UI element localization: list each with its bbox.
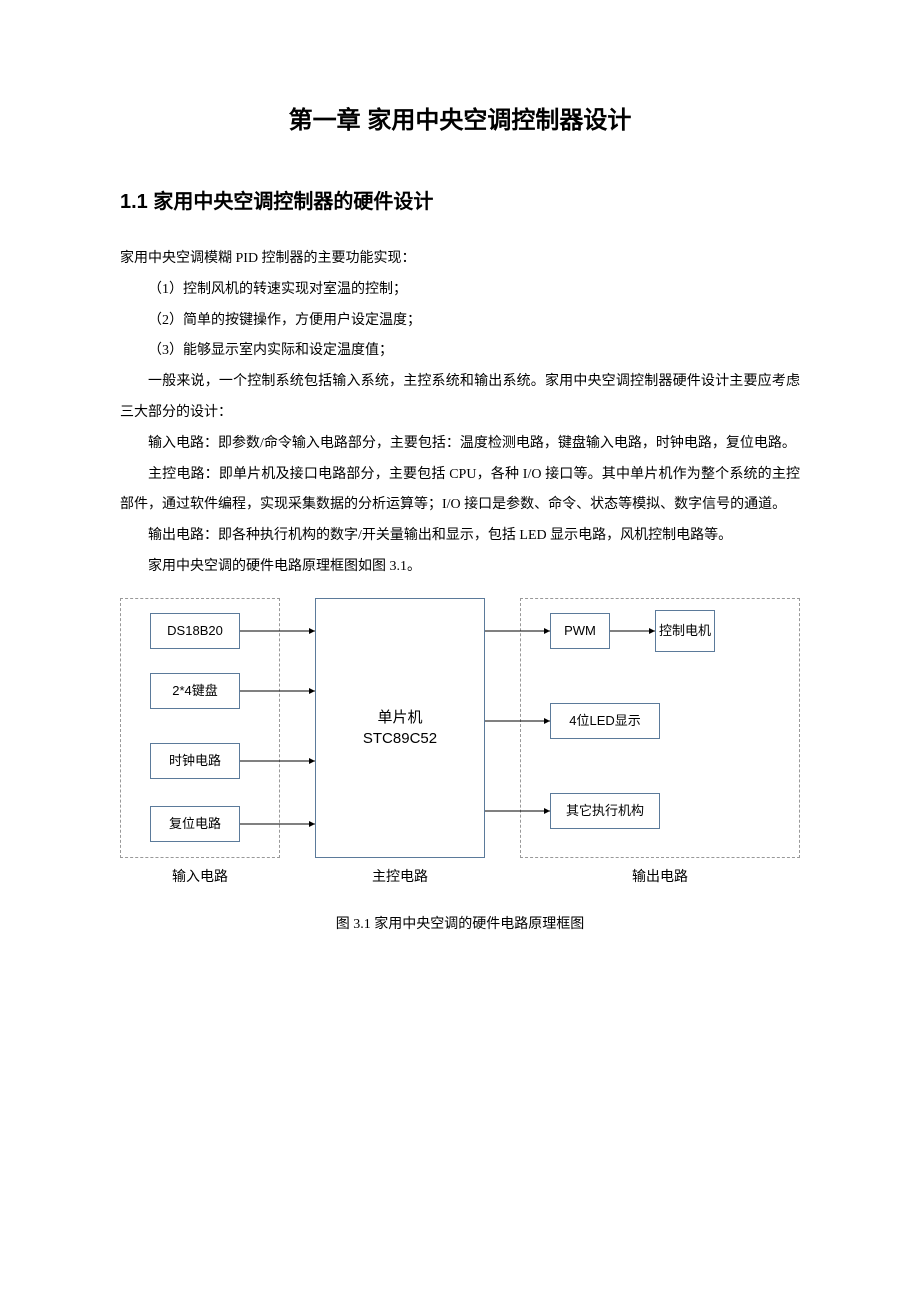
paragraph-5: 家用中央空调的硬件电路原理框图如图 3.1。: [120, 552, 800, 583]
reset-box: 复位电路: [150, 806, 240, 842]
mcu-label-1: 单片机: [377, 707, 422, 728]
list-item-1: （1）控制风机的转速实现对室温的控制；: [120, 275, 800, 306]
paragraph-1: 一般来说，一个控制系统包括输入系统，主控系统和输出系统。家用中央空调控制器硬件设…: [120, 367, 800, 429]
output-group-label: 输出电路: [620, 866, 700, 886]
figure-caption: 图 3.1 家用中央空调的硬件电路原理框图: [120, 913, 800, 933]
pwm-box: PWM: [550, 613, 610, 649]
other-box: 其它执行机构: [550, 793, 660, 829]
paragraph-3: 主控电路：即单片机及接口电路部分，主要包括 CPU，各种 I/O 接口等。其中单…: [120, 460, 800, 522]
chapter-title: 第一章 家用中央空调控制器设计: [120, 100, 800, 135]
list-item-3: （3）能够显示室内实际和设定温度值；: [120, 336, 800, 367]
motor-box: 控制电机: [655, 610, 715, 652]
paragraph-2: 输入电路：即参数/命令输入电路部分，主要包括：温度检测电路，键盘输入电路，时钟电…: [120, 429, 800, 460]
mcu-label-2: STC89C52: [363, 728, 437, 749]
mcu-box: 单片机 STC89C52: [315, 598, 485, 858]
intro-text: 家用中央空调模糊 PID 控制器的主要功能实现：: [120, 244, 800, 275]
led-box: 4位LED显示: [550, 703, 660, 739]
clock-box: 时钟电路: [150, 743, 240, 779]
block-diagram: DS18B20 2*4键盘 时钟电路 复位电路 单片机 STC89C52 PWM…: [120, 598, 800, 888]
keyboard-box: 2*4键盘: [150, 673, 240, 709]
section-title: 1.1 家用中央空调控制器的硬件设计: [120, 185, 800, 214]
list-item-2: （2）简单的按键操作，方便用户设定温度；: [120, 306, 800, 337]
input-group-label: 输入电路: [160, 866, 240, 886]
paragraph-4: 输出电路：即各种执行机构的数字/开关量输出和显示，包括 LED 显示电路，风机控…: [120, 521, 800, 552]
ds18b20-box: DS18B20: [150, 613, 240, 649]
main-group-label: 主控电路: [360, 866, 440, 886]
